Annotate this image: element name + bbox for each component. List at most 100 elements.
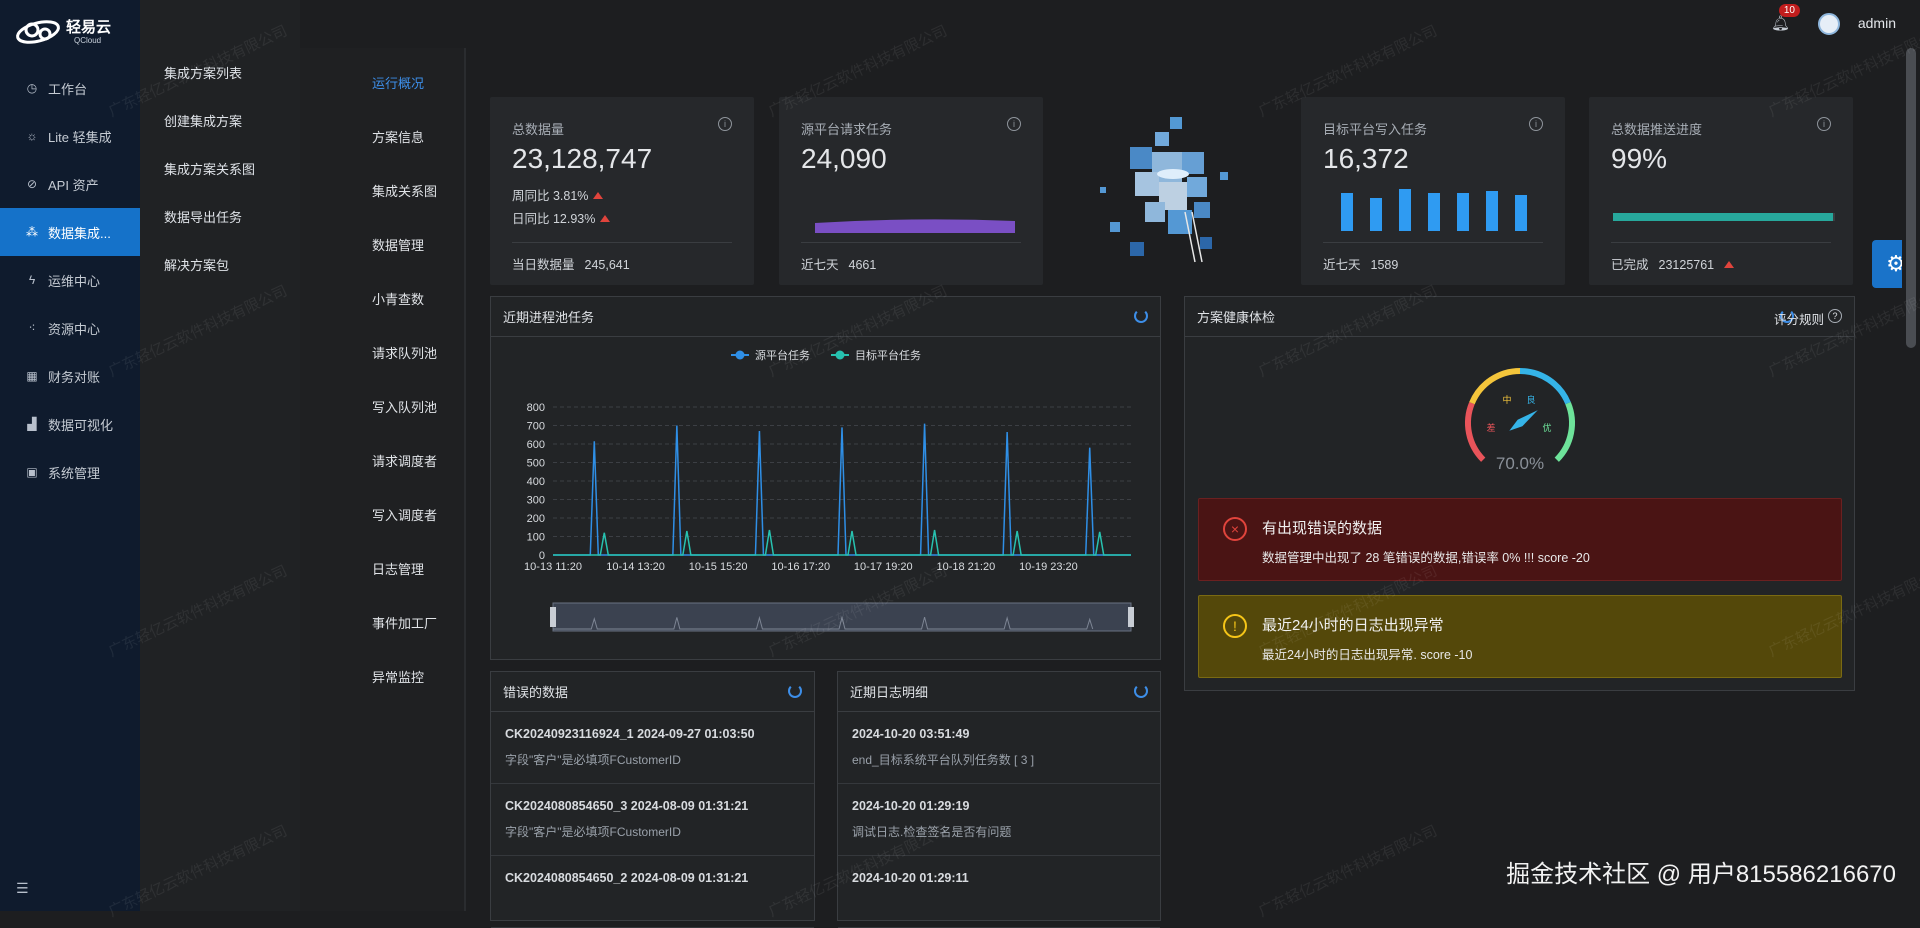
tab-item[interactable]: 运行概况 xyxy=(300,55,466,109)
error-alert: × 有出现错误的数据 数据管理中出现了 28 笔错误的数据,错误率 0% !!!… xyxy=(1198,498,1842,581)
tab-item[interactable]: 写入队列池 xyxy=(372,399,438,415)
tab-item[interactable]: 小青查数 xyxy=(372,291,425,307)
scrollbar-thumb[interactable] xyxy=(1906,48,1916,348)
grid-icon: ▣ xyxy=(26,465,38,479)
list-item[interactable]: 2024-10-20 03:51:49 end_目标系统平台队列任务数 [ 3 ] xyxy=(838,712,1160,784)
sidebar-item-1[interactable]: ☼ Lite 轻集成 xyxy=(0,112,140,160)
subnav-item[interactable]: 集成方案列表 xyxy=(164,65,243,81)
logo-icon xyxy=(16,20,60,44)
day-compare: 日同比 12.93% xyxy=(512,208,611,227)
bell-icon[interactable]: 🔔︎ xyxy=(1770,15,1790,32)
tab-divider xyxy=(464,48,466,911)
kpi-source-title: 源平台请求任务 xyxy=(801,122,893,137)
recent-logs-panel: 近期日志明细 2024-10-20 03:51:49 end_目标系统平台队列任务… xyxy=(837,671,1161,928)
refresh-icon[interactable] xyxy=(1780,309,1794,323)
bulb-icon: ☼ xyxy=(26,129,38,143)
kpi-progress-card: 总数据推送进度 i 99% 已完成 23125761 xyxy=(1589,97,1853,285)
warning-icon: ! xyxy=(1223,614,1247,638)
tab-item[interactable]: 日志管理 xyxy=(372,561,425,577)
source-area-sparkline xyxy=(815,219,1015,233)
page-tabs: 运行概况方案信息集成关系图数据管理小青查数请求队列池写入队列池请求调度者写入调度… xyxy=(300,48,466,911)
avatar[interactable] xyxy=(1818,13,1840,35)
tab-item[interactable]: 请求队列池 xyxy=(372,345,438,361)
panel-title: 近期进程池任务 xyxy=(503,310,595,325)
zoom-handle-right xyxy=(1128,607,1134,627)
tab-item[interactable]: 集成关系图 xyxy=(372,183,438,199)
page-scrollbar[interactable] xyxy=(1902,48,1920,911)
username[interactable]: admin xyxy=(1857,15,1896,31)
up-arrow-icon xyxy=(593,192,604,199)
y-tick-label: 500 xyxy=(527,458,545,470)
info-icon[interactable]: i xyxy=(1817,117,1831,131)
list-item[interactable]: 2024-10-20 01:29:11 xyxy=(838,856,1160,928)
subnav-item[interactable]: 数据导出任务 xyxy=(164,209,243,225)
tab-item[interactable]: 请求调度者 xyxy=(372,453,438,469)
subnav-item[interactable]: 解决方案包 xyxy=(164,257,230,273)
y-tick-label: 300 xyxy=(527,495,545,507)
x-tick-label: 10-19 23:20 xyxy=(1019,561,1078,573)
sidebar-item-7[interactable]: ▟ 数据可视化 xyxy=(0,400,140,448)
sidebar-item-2[interactable]: ⊘ API 资产 xyxy=(0,160,140,208)
subnav-item[interactable]: 集成方案关系图 xyxy=(164,161,256,177)
sidebar-item-4[interactable]: ϟ 运维中心 xyxy=(0,256,140,304)
sidebar-item-6[interactable]: ▦ 财务对账 xyxy=(0,352,140,400)
y-tick-label: 100 xyxy=(527,532,545,544)
help-icon[interactable]: ? xyxy=(1828,309,1842,323)
kpi-source-foot: 近七天 4661 xyxy=(801,258,877,272)
info-icon[interactable]: i xyxy=(718,117,732,131)
tab-item[interactable]: 数据管理 xyxy=(372,237,425,253)
sidebar-item-5[interactable]: ⁖ 资源中心 xyxy=(0,304,140,352)
item-desc: 字段"客户"是必填项FCustomerID xyxy=(505,825,681,839)
legend-label: 源平台任务 xyxy=(755,348,810,362)
kpi-target-value: 16,372 xyxy=(1323,143,1409,174)
top-bar: 🔔︎ 10 admin xyxy=(300,0,1920,48)
sidebar-item-8[interactable]: ▣ 系统管理 xyxy=(0,448,140,496)
y-tick-label: 600 xyxy=(527,439,545,451)
list-item[interactable]: 2024-10-20 01:29:19 调试日志.检查签名是否有问题 xyxy=(838,784,1160,856)
error-icon: × xyxy=(1223,517,1247,541)
collapse-menu-icon[interactable]: ☰ xyxy=(16,880,29,896)
list-item[interactable]: CK2024080854650_2 2024-08-09 01:31:21 xyxy=(491,856,814,928)
series-line-0 xyxy=(553,423,1131,556)
kpi-progress-foot: 已完成 23125761 xyxy=(1611,254,1735,273)
sidebar-item-3[interactable]: ⁂ 数据集成... xyxy=(0,208,140,256)
compass-icon: ⊘ xyxy=(26,177,38,191)
x-tick-label: 10-14 13:20 xyxy=(606,561,665,573)
alert-desc: 最近24小时的日志出现异常. score -10 xyxy=(1262,648,1473,662)
kpi-total-card: 总数据量 i 23,128,747 周同比 3.81% 日同比 12.93% 当… xyxy=(490,97,754,285)
list-item[interactable]: CK20240923116924_1 2024-09-27 01:03:50 字段… xyxy=(491,712,814,784)
refresh-icon[interactable] xyxy=(788,684,802,698)
share-icon: ⁂ xyxy=(26,225,38,239)
item-title: CK2024080854650_2 2024-08-09 01:31:21 xyxy=(505,871,749,885)
tab-item[interactable]: 事件加工厂 xyxy=(372,615,438,631)
refresh-icon[interactable] xyxy=(1134,309,1148,323)
info-icon[interactable]: i xyxy=(1007,117,1021,131)
panel-title: 方案健康体检 xyxy=(1197,310,1276,325)
tab-item[interactable]: 方案信息 xyxy=(372,129,425,145)
sidebar-item-label: 资源中心 xyxy=(48,321,101,337)
list-item[interactable]: CK2024080854650_3 2024-08-09 01:31:21 字段"… xyxy=(491,784,814,856)
subnav-item[interactable]: 创建集成方案 xyxy=(164,113,243,129)
up-arrow-icon xyxy=(1724,261,1735,268)
app-logo[interactable]: 轻易云 QCloud xyxy=(0,0,140,64)
sidebar-item-label: Lite 轻集成 xyxy=(48,129,112,145)
legend-marker xyxy=(735,350,745,360)
refresh-icon[interactable] xyxy=(1134,684,1148,698)
sidebar-item-0[interactable]: ◷ 工作台 xyxy=(0,64,140,112)
kpi-progress-value: 99% xyxy=(1611,143,1668,174)
secondary-sidebar: 集成方案列表 创建集成方案 集成方案关系图 数据导出任务 解决方案包 xyxy=(140,0,300,911)
sidebar-item-label: 数据可视化 xyxy=(48,417,114,433)
tab-item[interactable]: 异常监控 xyxy=(372,669,425,685)
info-icon[interactable]: i xyxy=(1529,117,1543,131)
item-desc: 字段"客户"是必填项FCustomerID xyxy=(505,753,681,767)
x-tick-label: 10-15 15:20 xyxy=(689,561,748,573)
progress-fill xyxy=(1613,213,1833,221)
kpi-total-title: 总数据量 xyxy=(512,122,565,137)
tab-item[interactable]: 写入调度者 xyxy=(372,507,438,523)
logo-text: 轻易云 xyxy=(66,18,112,36)
data-cubes-illustration xyxy=(1100,117,1228,263)
bolt-icon: ϟ xyxy=(28,273,36,287)
score-rule-link[interactable]: 评分规则 xyxy=(1773,313,1824,327)
divider xyxy=(801,242,1021,243)
x-tick-label: 10-18 21:20 xyxy=(936,561,995,573)
